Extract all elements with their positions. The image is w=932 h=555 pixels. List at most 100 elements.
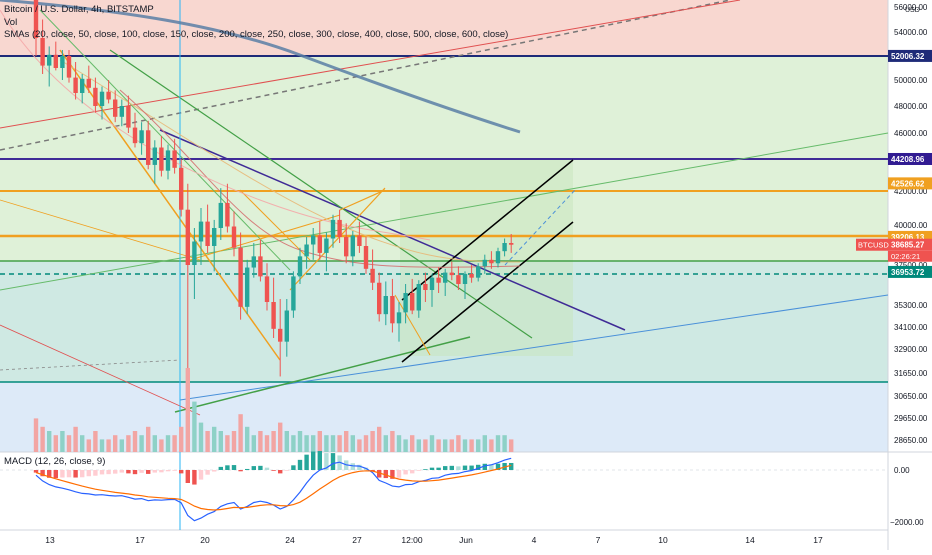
candle-body (152, 147, 157, 165)
macd-histogram-bar (205, 470, 210, 475)
candle (482, 254, 487, 274)
candle-body (443, 272, 448, 283)
green-descending-upper (39, 9, 291, 271)
macd-histogram-bar (403, 470, 408, 475)
candle (93, 77, 98, 113)
macd-histogram-bar (297, 459, 303, 470)
macd-histogram-bar (357, 464, 362, 470)
candle-body (159, 147, 164, 171)
y-tick-label: 37500.00 (894, 261, 928, 270)
y-tick-label: 56000.00 (894, 3, 928, 12)
candle (429, 273, 435, 307)
candle (304, 237, 309, 269)
volume-bar (423, 439, 428, 452)
y-tick-label: 29650.00 (894, 414, 928, 423)
macd-histogram-bar (47, 470, 52, 478)
candle (324, 232, 329, 272)
candle (47, 46, 52, 87)
volume-bar (291, 435, 296, 452)
candle (165, 144, 171, 180)
candle-body (304, 244, 309, 257)
volume-label[interactable]: Vol (4, 16, 18, 28)
macd-histogram-bar (106, 470, 111, 475)
candle-body (456, 275, 461, 284)
volume-bar (238, 414, 243, 452)
price-tag (888, 238, 932, 251)
candle (126, 95, 131, 133)
y-tick-label: 54000.00 (894, 28, 928, 37)
orange-rising-1 (289, 187, 386, 291)
sma-600 (0, 0, 521, 134)
blue-trendline-bottom (179, 294, 889, 401)
x-tick-label: 14 (745, 535, 755, 545)
y-tick-label: 31650.00 (894, 369, 928, 378)
candle-body (291, 276, 296, 311)
candle-body (132, 127, 138, 144)
candle-body (495, 251, 501, 264)
sma-indicator-label[interactable]: SMAs (20, close, 50, close, 100, close, … (4, 29, 509, 40)
candle (132, 112, 138, 148)
volume-bar (403, 439, 408, 452)
macd-histogram-bar (66, 470, 72, 478)
candle (436, 267, 441, 293)
volume-bar (113, 435, 118, 452)
candle-body (225, 202, 230, 227)
macd-histogram-bar (416, 470, 421, 471)
candle-body (377, 282, 382, 315)
candle-body (297, 256, 303, 277)
candle-body (449, 272, 454, 276)
candle (284, 299, 289, 357)
candle-body (344, 237, 349, 257)
x-tick-label: 17 (813, 535, 823, 545)
macd-histogram-bar (119, 470, 124, 473)
macd-histogram-bar (231, 465, 237, 470)
x-tick-label: 7 (596, 535, 601, 545)
volume-bar (73, 426, 78, 452)
candle-body (311, 235, 316, 245)
volume-bar (363, 435, 369, 452)
price-tag-label: 38685.27 (891, 241, 925, 250)
price-tag-label: 39206.13 (891, 233, 925, 242)
candle (146, 120, 151, 170)
candle (344, 223, 349, 264)
macd-histogram-bar (410, 470, 415, 474)
volume-bar (495, 435, 501, 452)
candle (238, 232, 243, 320)
volume-bar (80, 435, 85, 452)
volume-bar (146, 426, 151, 452)
price-tag-label: 42526.62 (891, 179, 925, 188)
y-tick-label: 32900.00 (894, 345, 928, 354)
volume-bar (53, 435, 58, 452)
chart-title[interactable]: Bitcoin / U.S. Dollar, 4h, BITSTAMP (4, 4, 154, 15)
macd-histogram-bar (390, 470, 395, 479)
candle-body (40, 38, 45, 66)
candle-body (86, 78, 91, 88)
macd-histogram-bar (60, 470, 65, 478)
volume-bar (462, 439, 468, 452)
volume-bar (40, 426, 45, 452)
symbol-tag (856, 238, 888, 251)
green-trendline-long (0, 132, 889, 291)
volume-bar (179, 426, 184, 452)
candle-body (476, 266, 481, 278)
candle-body (284, 310, 289, 342)
candle (502, 238, 507, 257)
zone-resistance (0, 0, 888, 56)
candle (192, 228, 197, 299)
volume-bar (357, 439, 362, 452)
macd-signal-line (35, 464, 512, 511)
macd-histogram-bar (113, 470, 118, 474)
candle-body (350, 235, 355, 257)
macd-tick-label: 0.00 (894, 466, 910, 475)
volume-bar (350, 435, 355, 452)
volume-bar (482, 435, 487, 452)
volume-bar (99, 439, 105, 452)
candle-body (509, 243, 514, 245)
candle (258, 240, 263, 282)
candle-body (383, 296, 388, 315)
countdown-tag (888, 250, 932, 262)
candle-body (469, 273, 474, 278)
candle-body (73, 77, 78, 93)
